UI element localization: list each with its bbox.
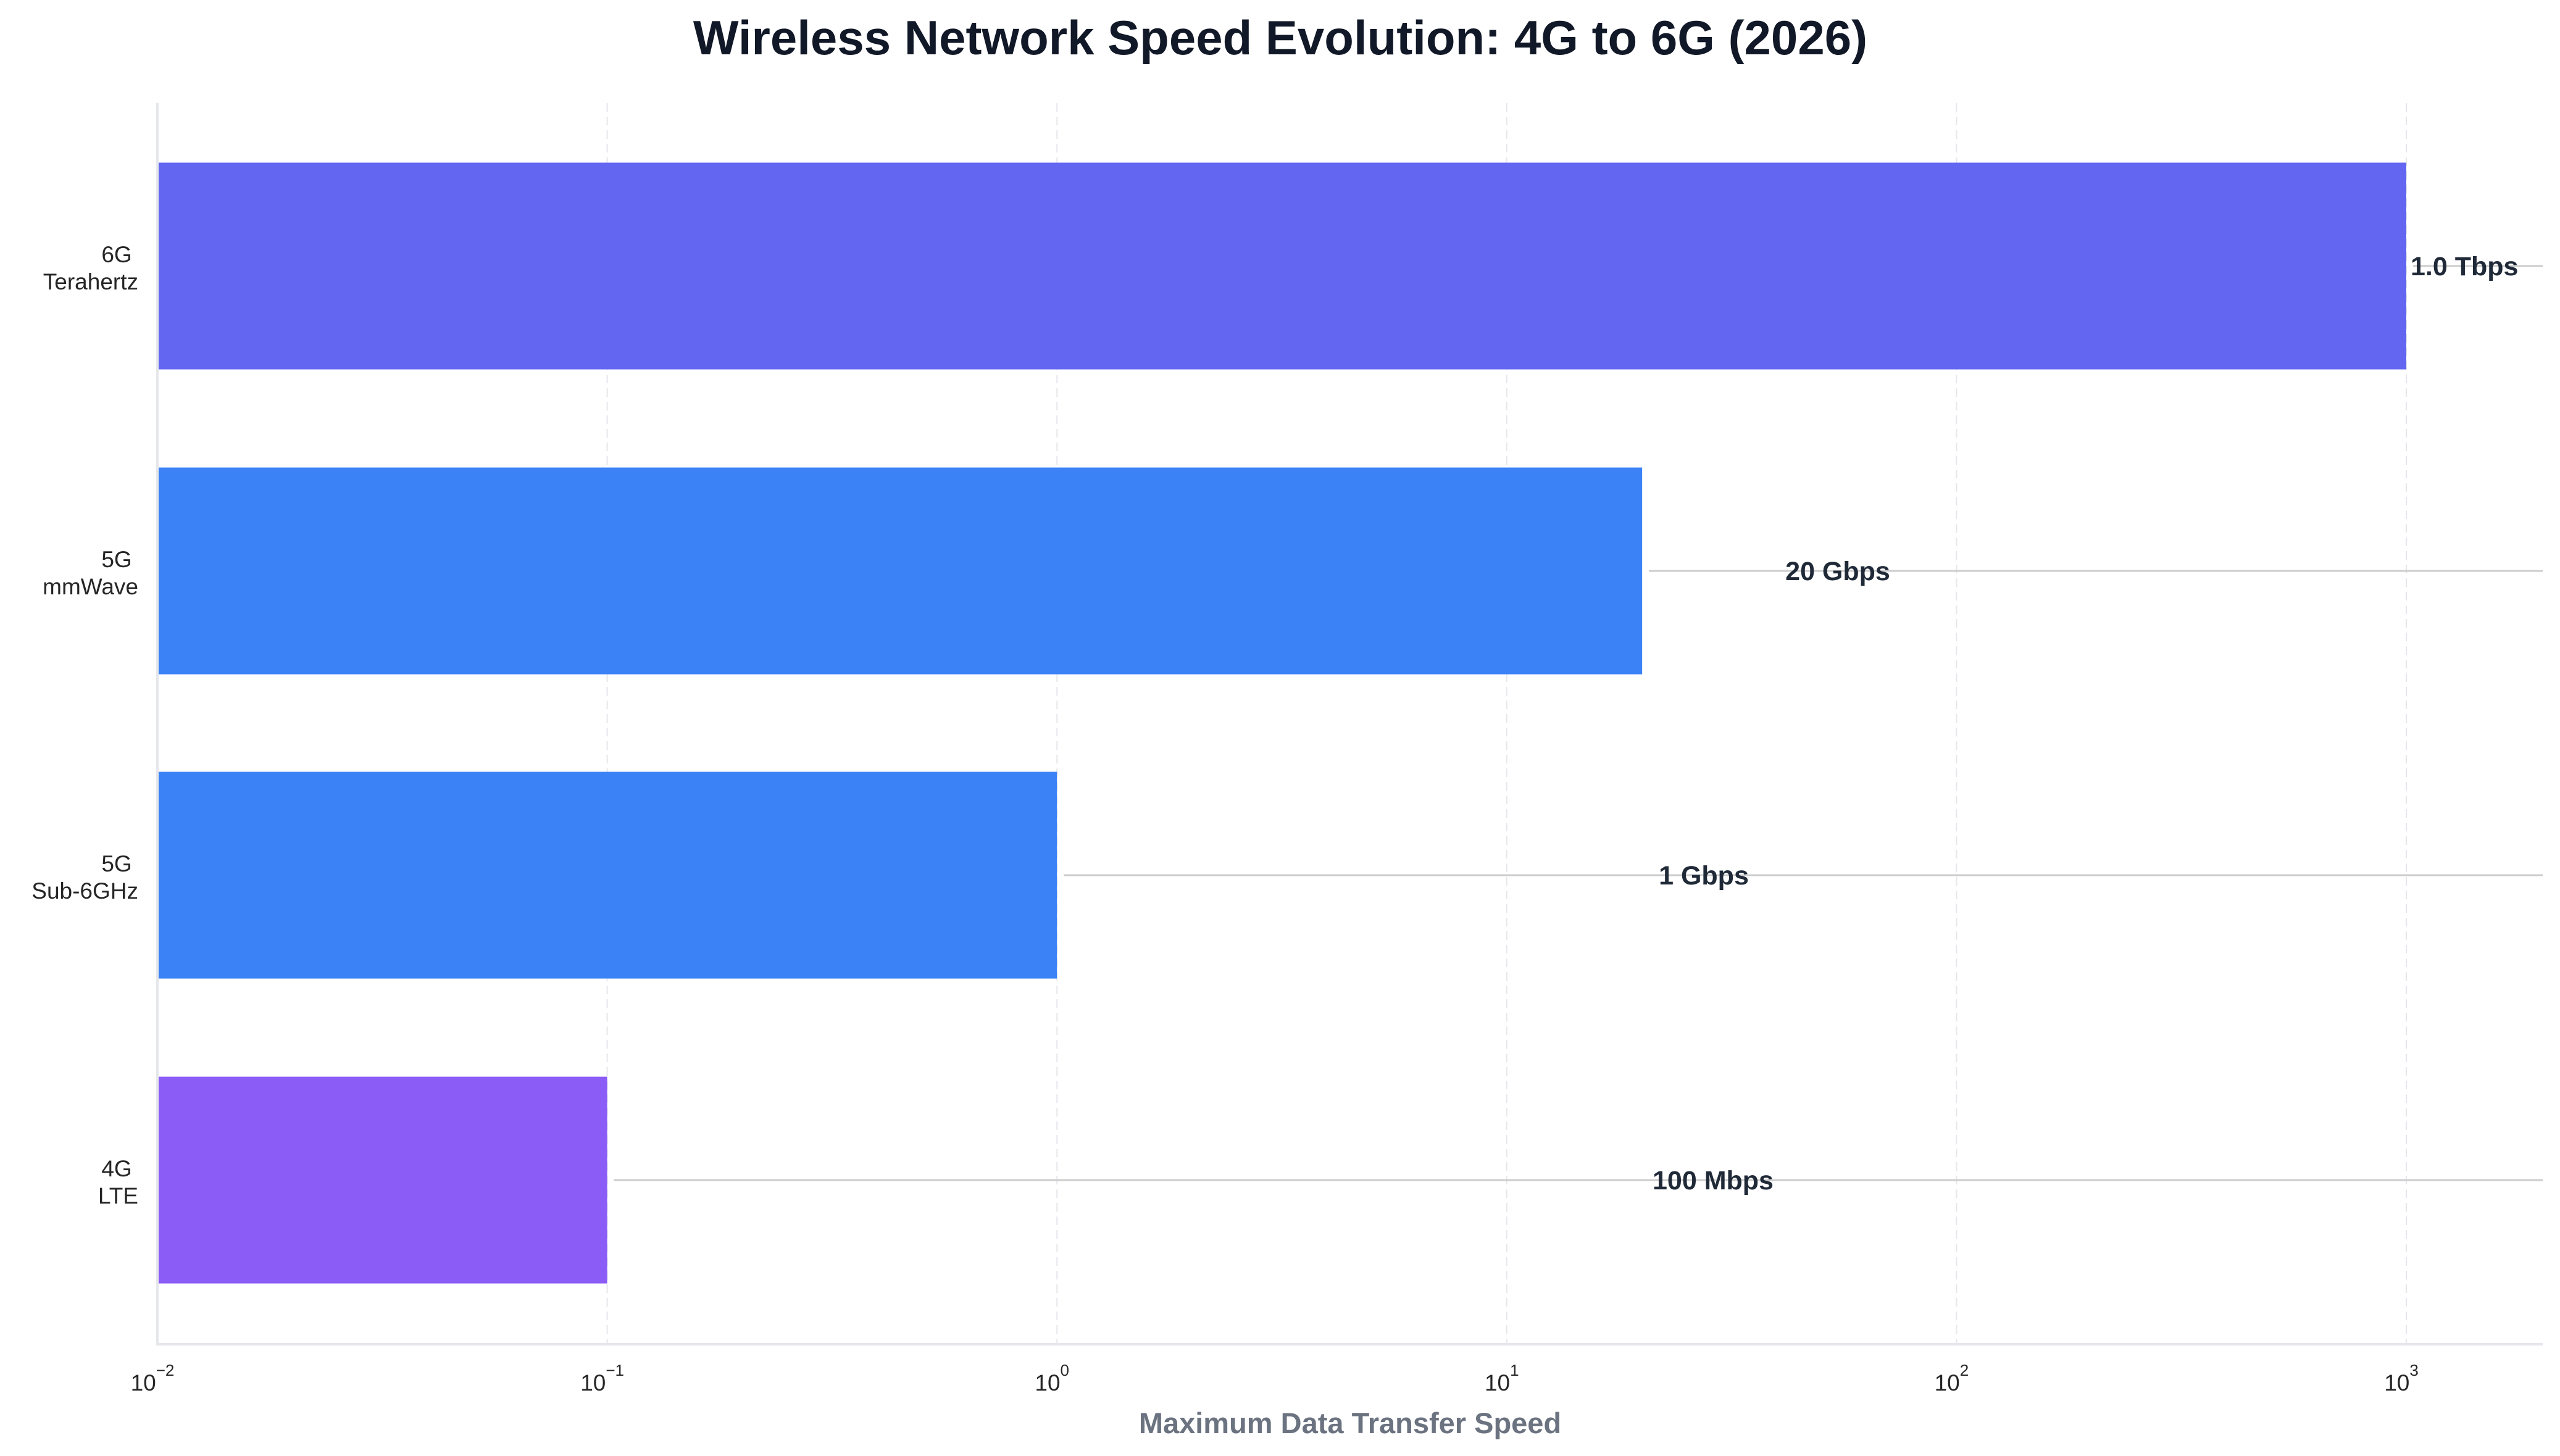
chart-title: Wireless Network Speed Evolution: 4G to … bbox=[693, 10, 1867, 65]
bar-5g-sub6ghz bbox=[158, 772, 1057, 979]
bar-5g-mmwave bbox=[158, 467, 1643, 675]
x-tick-label: 102 bbox=[1935, 1361, 1969, 1396]
x-tick-label: 101 bbox=[1485, 1361, 1519, 1396]
y-label-5g-mmwave: 5G mmWave bbox=[43, 547, 138, 599]
bar-4g-lte bbox=[158, 1076, 607, 1284]
y-label-5g-sub6ghz: 5G Sub-6GHz bbox=[31, 851, 138, 904]
y-label-4g-lte: 4G LTE bbox=[98, 1156, 138, 1208]
x-tick-label: 100 bbox=[1035, 1361, 1069, 1396]
x-tick-label: 103 bbox=[2384, 1361, 2419, 1396]
bar-6g-terahertz bbox=[158, 162, 2406, 370]
value-labels: 1.0 Tbps 20 Gbps 1 Gbps 100 Mbps bbox=[1653, 252, 2518, 1196]
value-label-5g-mmwave: 20 Gbps bbox=[1785, 557, 1890, 586]
leader-lines bbox=[614, 265, 2543, 1181]
bars bbox=[158, 162, 2406, 1284]
value-label-4g-lte: 100 Mbps bbox=[1653, 1166, 1774, 1196]
x-axis-ticks: 10−2 10−1 100 101 102 103 bbox=[131, 1361, 2419, 1396]
x-axis-label: Maximum Data Transfer Speed bbox=[1139, 1407, 1561, 1439]
value-label-6g: 1.0 Tbps bbox=[2411, 252, 2518, 281]
value-label-5g-sub6ghz: 1 Gbps bbox=[1659, 861, 1749, 891]
y-axis-labels: 6G Terahertz 5G mmWave 5G Sub-6GHz 4G LT… bbox=[31, 242, 138, 1208]
y-label-6g-terahertz: 6G Terahertz bbox=[43, 242, 138, 294]
x-tick-label: 10−1 bbox=[580, 1361, 624, 1396]
x-tick-label: 10−2 bbox=[131, 1361, 175, 1396]
